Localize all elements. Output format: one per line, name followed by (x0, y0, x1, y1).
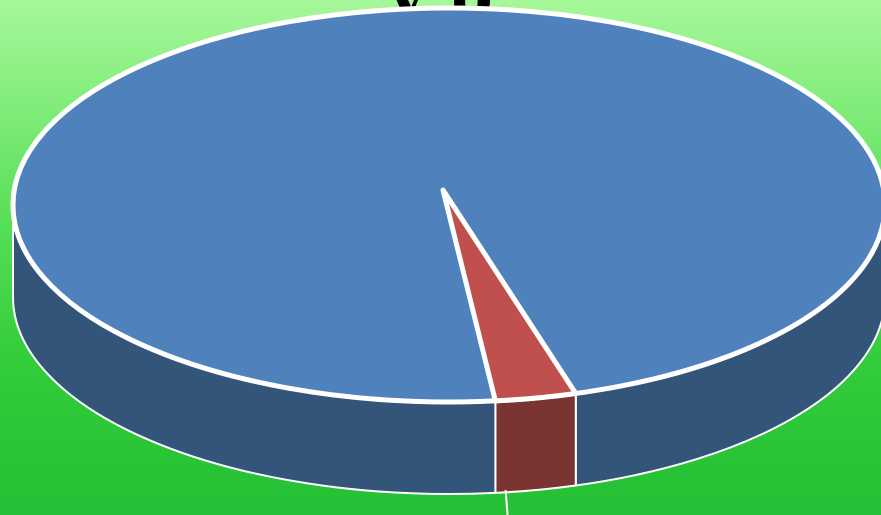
pie-slice-2 (440, 187, 579, 404)
pie-slice-2-side (494, 392, 577, 494)
data-label-leader-line (504, 489, 509, 515)
